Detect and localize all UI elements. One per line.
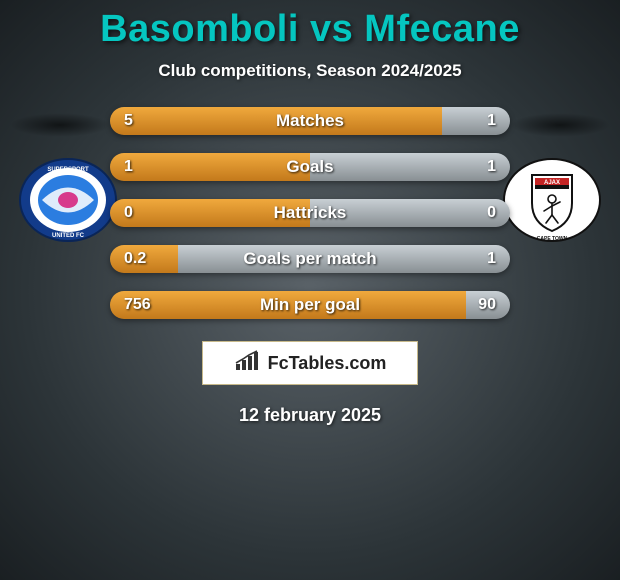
stat-value-right: 1 (473, 153, 510, 181)
stat-bar: Matches51 (110, 107, 510, 135)
stat-bar: Goals11 (110, 153, 510, 181)
stat-bar: Goals per match0.21 (110, 245, 510, 273)
stat-value-right: 0 (473, 199, 510, 227)
date-text: 12 february 2025 (0, 405, 620, 426)
svg-text:CAPE TOWN: CAPE TOWN (537, 236, 568, 242)
stat-value-right: 90 (464, 291, 510, 319)
team-badge-left: SUPERSPORT UNITED FC (18, 157, 118, 243)
stat-bar: Hattricks00 (110, 199, 510, 227)
stat-value-left: 5 (110, 107, 147, 135)
watermark-text: FcTables.com (268, 353, 387, 374)
svg-text:SUPERSPORT: SUPERSPORT (47, 167, 89, 173)
stat-bar-fill-left (110, 107, 442, 135)
team-badge-right: AJAX CAPE TOWN (502, 157, 602, 243)
logo-chart-icon (234, 350, 262, 377)
page-title: Basomboli vs Mfecane (0, 0, 620, 51)
svg-text:AJAX: AJAX (544, 180, 560, 186)
stat-value-left: 1 (110, 153, 147, 181)
stat-bar-fill-right (178, 245, 510, 273)
stat-value-left: 756 (110, 291, 165, 319)
shadow-ellipse-left (10, 113, 110, 137)
stat-value-left: 0 (110, 199, 147, 227)
stat-value-right: 1 (473, 245, 510, 273)
comparison-panel: SUPERSPORT UNITED FC AJAX CAPE TOWN Matc… (0, 107, 620, 426)
subtitle: Club competitions, Season 2024/2025 (0, 61, 620, 81)
shadow-ellipse-right (510, 113, 610, 137)
stat-value-right: 1 (473, 107, 510, 135)
stat-bars: Matches51Goals11Hattricks00Goals per mat… (110, 107, 510, 319)
watermark-box: FcTables.com (202, 341, 418, 385)
stat-bar: Min per goal75690 (110, 291, 510, 319)
stat-value-left: 0.2 (110, 245, 160, 273)
svg-text:UNITED FC: UNITED FC (52, 233, 85, 239)
